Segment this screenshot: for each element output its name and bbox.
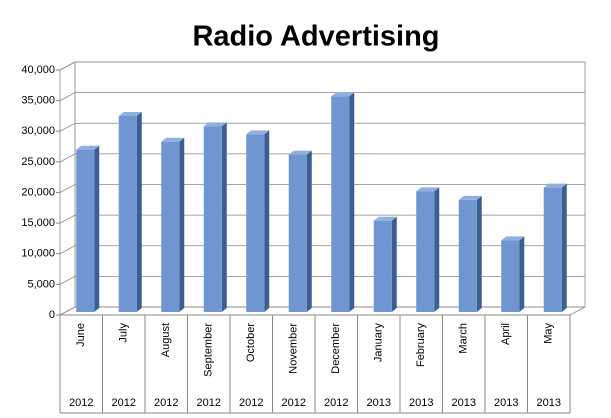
x-year-label: 2012 xyxy=(197,397,221,409)
grid-line xyxy=(59,306,585,316)
grid-line xyxy=(59,214,585,224)
x-tick-label: October xyxy=(245,323,257,362)
x-year-label: 2013 xyxy=(494,397,518,409)
y-tick-label: 5,000 xyxy=(27,278,55,290)
bar-top xyxy=(203,122,227,127)
x-year-label: 2013 xyxy=(537,397,561,409)
x-year-label: 2013 xyxy=(409,397,433,409)
grid-line xyxy=(59,92,585,101)
bar xyxy=(458,199,477,312)
bar-side xyxy=(136,112,142,312)
x-tick-label: February xyxy=(415,323,427,368)
bar xyxy=(288,154,307,312)
x-year-label: 2012 xyxy=(154,397,178,409)
bar-top xyxy=(288,150,312,155)
x-year-label: 2012 xyxy=(69,397,93,409)
y-tick-label: 20,000 xyxy=(21,186,55,198)
x-tick-label: May xyxy=(543,323,555,344)
y-tick-label: 30,000 xyxy=(21,125,55,137)
bar-top xyxy=(118,112,142,116)
bar-top xyxy=(458,195,482,200)
bar-side xyxy=(349,92,355,313)
grid-line xyxy=(59,122,585,132)
bar-side xyxy=(306,150,312,312)
bar-top xyxy=(331,92,355,97)
x-year-label: 2012 xyxy=(112,397,136,409)
x-year-label: 2012 xyxy=(239,397,263,409)
bar xyxy=(76,149,95,312)
bar-top xyxy=(76,145,100,150)
bar-side xyxy=(94,145,100,312)
grid-line xyxy=(59,184,585,193)
bar-side xyxy=(561,183,567,312)
grid-line xyxy=(59,275,585,285)
bar-side xyxy=(264,130,270,312)
bar-top xyxy=(161,137,185,142)
x-tick-label: September xyxy=(203,323,215,377)
x-tick-label: December xyxy=(330,323,342,374)
bar xyxy=(118,116,137,312)
bar xyxy=(373,220,392,312)
bar-side xyxy=(221,122,227,312)
x-year-label: 2012 xyxy=(282,397,306,409)
y-tick-label: 15,000 xyxy=(21,217,55,229)
bar-top xyxy=(373,216,397,221)
x-tick-label: January xyxy=(373,323,385,363)
bar xyxy=(246,134,265,312)
x-tick-label: March xyxy=(458,323,470,354)
grid-line xyxy=(59,153,585,163)
bar xyxy=(501,240,520,312)
x-year-label: 2013 xyxy=(367,397,391,409)
y-tick-label: 25,000 xyxy=(21,156,55,168)
bar xyxy=(203,126,222,312)
bar-top xyxy=(543,183,567,188)
bar xyxy=(543,187,562,312)
bar-side xyxy=(434,187,440,312)
x-tick-label: April xyxy=(500,323,512,345)
grid-line xyxy=(59,61,585,71)
x-year-label: 2012 xyxy=(324,397,348,409)
bar xyxy=(331,96,350,313)
bar-side xyxy=(476,195,482,312)
x-tick-label: November xyxy=(288,323,300,374)
x-year-label: 2013 xyxy=(452,397,476,409)
y-tick-label: 10,000 xyxy=(21,248,55,260)
bar xyxy=(416,191,435,312)
chart-title: Radio Advertising xyxy=(192,21,439,53)
bar-side xyxy=(519,236,525,312)
bar-top xyxy=(501,236,525,241)
bar-side xyxy=(179,137,185,312)
x-tick-label: August xyxy=(160,323,172,357)
grid-line xyxy=(59,245,585,255)
bar xyxy=(161,141,180,312)
x-tick-label: July xyxy=(118,323,130,343)
bar-top xyxy=(416,187,440,192)
x-tick-label: June xyxy=(75,323,87,347)
bar-top xyxy=(246,130,270,135)
y-tick-label: 0 xyxy=(49,309,55,321)
y-tick-label: 40,000 xyxy=(21,64,55,76)
y-tick-label: 35,000 xyxy=(21,95,55,107)
bar-side xyxy=(391,216,397,312)
